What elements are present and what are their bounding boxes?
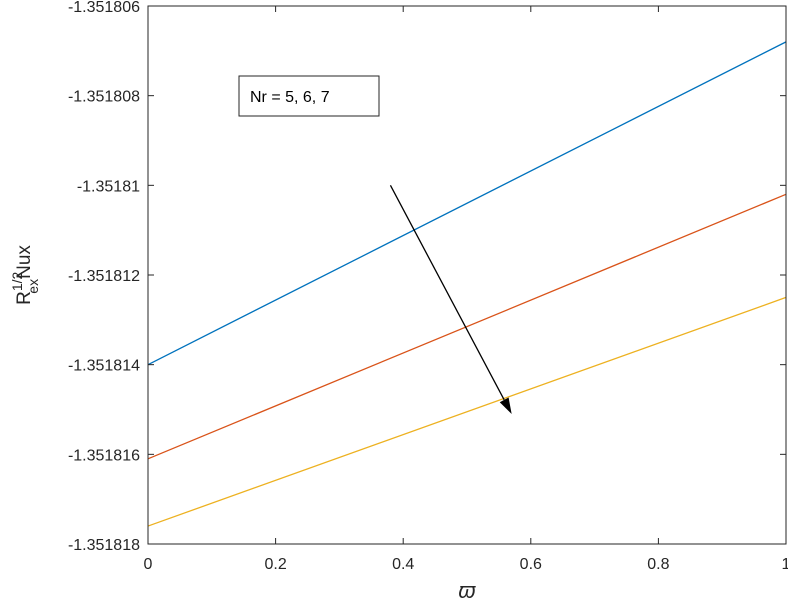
y-axis-label-suffix: Nux: [14, 245, 35, 279]
y-tick-label: -1.351808: [68, 89, 140, 106]
series-line-3: [147, 296, 787, 527]
annotation-layer: Nr = 5, 6, 7: [238, 75, 512, 414]
legend-text: Nr = 5, 6, 7: [250, 89, 330, 106]
x-tick-label: 0.8: [647, 556, 669, 573]
y-tick-label: -1.351818: [68, 537, 140, 554]
y-tick-label: -1.351812: [68, 268, 140, 285]
y-axis-label-subscript: ex: [25, 279, 41, 294]
y-tick-label: -1.35181: [77, 178, 140, 195]
y-tick-label: -1.351806: [68, 0, 140, 16]
y-tick-label: -1.351816: [68, 447, 140, 464]
x-axis-label: ϖ: [458, 578, 476, 603]
arrow-line: [389, 185, 505, 401]
series-line-1: [147, 41, 787, 366]
ticks-layer: 0 0.2 0.4 0.6 0.8 1 -1.351806 -1.351808 -1.35181…: [68, 0, 788, 573]
y-axis-label-base: R: [14, 291, 35, 305]
y-axis-label: R1/2exNux: [9, 245, 41, 305]
arrow-head-icon: [499, 397, 512, 414]
x-tick-label: 0.2: [264, 556, 286, 573]
series-line-2: [147, 193, 787, 460]
y-axis-label-superscript: 1/2: [9, 271, 25, 291]
x-tick-label: 0.4: [392, 556, 414, 573]
series-layer: [147, 41, 787, 527]
y-tick-label: -1.351814: [68, 358, 140, 375]
legend-box: [238, 75, 380, 117]
x-tick-label: 0.6: [520, 556, 542, 573]
x-tick-label: 1: [782, 556, 788, 573]
x-tick-label: 0: [144, 556, 153, 573]
